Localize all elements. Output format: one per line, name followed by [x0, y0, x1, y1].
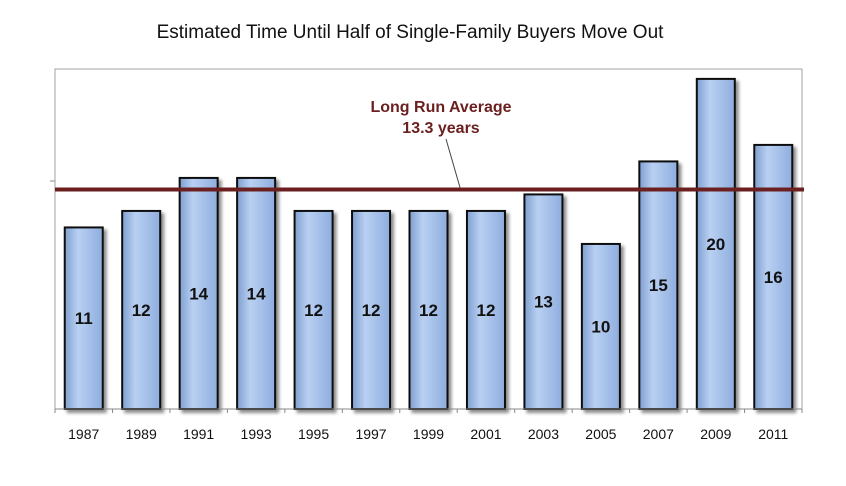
bar-value-label: 10 [591, 317, 610, 336]
bar-value-label: 14 [247, 284, 266, 303]
x-tick-label: 2009 [700, 426, 731, 442]
bar-value-label: 20 [706, 235, 725, 254]
bar-value-label: 13 [534, 293, 553, 312]
x-tick-label: 2003 [528, 426, 559, 442]
bar-1991 [178, 176, 219, 410]
x-tick-label: 1999 [413, 426, 444, 442]
bar-1999 [408, 209, 449, 410]
reference-callout-leader [445, 138, 461, 188]
bar-value-label: 15 [649, 276, 668, 295]
x-tick-label: 1995 [298, 426, 329, 442]
reference-label: Long Run Average [370, 99, 511, 116]
x-tick-label: 1997 [355, 426, 386, 442]
x-tick-label: 2011 [758, 426, 788, 442]
bar-value-label: 14 [189, 284, 208, 303]
bar-value-label: 16 [764, 268, 783, 287]
bar-value-label: 11 [75, 309, 93, 328]
bar-2005 [580, 242, 621, 410]
bar-1995 [293, 209, 334, 410]
bar-value-label: 12 [132, 301, 151, 320]
x-tick-label: 1987 [68, 426, 99, 442]
x-tick-label: 2007 [643, 426, 674, 442]
x-tick-label: 1989 [126, 426, 157, 442]
bar-2009 [695, 77, 736, 410]
bar-value-label: 12 [477, 301, 496, 320]
bar-value-label: 12 [362, 301, 381, 320]
x-tick-label: 2001 [470, 426, 501, 442]
bar-1997 [351, 209, 392, 410]
bar-2001 [465, 209, 506, 410]
x-tick-label: 1993 [241, 426, 272, 442]
x-tick-label: 1991 [183, 426, 214, 442]
bar-value-label: 12 [304, 301, 323, 320]
reference-value-label: 13.3 years [402, 120, 480, 137]
bar-value-label: 12 [419, 301, 438, 320]
bar-1989 [121, 209, 162, 410]
chart-title: Estimated Time Until Half of Single-Fami… [156, 22, 664, 43]
x-tick-label: 2005 [585, 426, 616, 442]
